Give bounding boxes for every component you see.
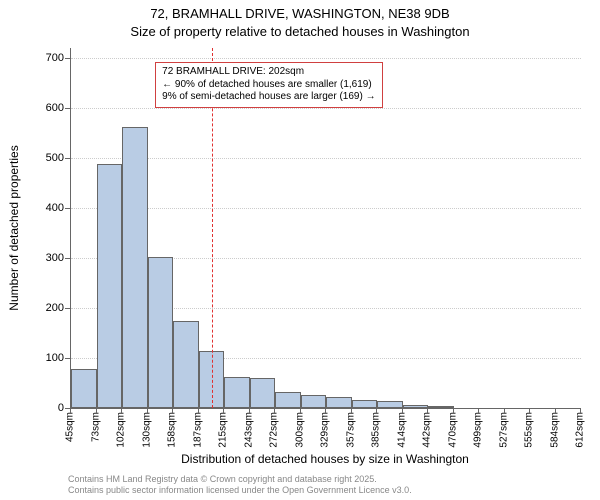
x-tick-label: 414sqm xyxy=(396,412,407,448)
y-tick-label: 100 xyxy=(14,352,64,364)
x-tick-mark xyxy=(478,408,479,413)
x-tick-label: 102sqm xyxy=(116,412,127,448)
gridline xyxy=(71,208,581,209)
x-tick-label: 73sqm xyxy=(90,412,101,442)
y-tick-mark xyxy=(65,308,70,309)
x-tick-label: 215sqm xyxy=(218,412,229,448)
plot-area: 72 BRAMHALL DRIVE: 202sqm← 90% of detach… xyxy=(70,48,581,409)
x-tick-mark xyxy=(198,408,199,413)
x-tick-label: 584sqm xyxy=(549,412,560,448)
x-tick-label: 187sqm xyxy=(192,412,203,448)
x-tick-label: 527sqm xyxy=(498,412,509,448)
y-tick-label: 600 xyxy=(14,102,64,114)
annotation-box: 72 BRAMHALL DRIVE: 202sqm← 90% of detach… xyxy=(155,62,382,108)
x-tick-mark xyxy=(121,408,122,413)
x-tick-label: 385sqm xyxy=(371,412,382,448)
x-tick-mark xyxy=(402,408,403,413)
chart-container: 72, BRAMHALL DRIVE, WASHINGTON, NE38 9DB… xyxy=(0,0,600,500)
x-tick-mark xyxy=(580,408,581,413)
x-tick-mark xyxy=(96,408,97,413)
y-tick-label: 0 xyxy=(14,402,64,414)
chart-footer: Contains HM Land Registry data © Crown c… xyxy=(68,474,412,497)
x-tick-mark xyxy=(453,408,454,413)
gridline xyxy=(71,58,581,59)
y-tick-mark xyxy=(65,158,70,159)
footer-line1: Contains HM Land Registry data © Crown c… xyxy=(68,474,412,485)
x-tick-label: 272sqm xyxy=(269,412,280,448)
histogram-bar xyxy=(148,257,174,408)
histogram-bar xyxy=(199,351,225,409)
footer-line2: Contains public sector information licen… xyxy=(68,485,412,496)
x-tick-mark xyxy=(504,408,505,413)
x-tick-mark xyxy=(172,408,173,413)
x-tick-label: 329sqm xyxy=(320,412,331,448)
x-tick-label: 612sqm xyxy=(575,412,586,448)
histogram-bar xyxy=(97,164,123,408)
x-tick-mark xyxy=(529,408,530,413)
x-tick-label: 130sqm xyxy=(141,412,152,448)
x-tick-label: 555sqm xyxy=(524,412,535,448)
x-tick-mark xyxy=(325,408,326,413)
histogram-bar xyxy=(122,127,148,409)
x-tick-label: 499sqm xyxy=(473,412,484,448)
x-tick-label: 158sqm xyxy=(167,412,178,448)
x-axis-label: Distribution of detached houses by size … xyxy=(70,452,580,466)
x-tick-mark xyxy=(427,408,428,413)
y-tick-label: 200 xyxy=(14,302,64,314)
histogram-bar xyxy=(428,406,454,409)
histogram-bar xyxy=(301,395,327,409)
histogram-bar xyxy=(326,397,352,408)
x-tick-label: 470sqm xyxy=(447,412,458,448)
y-tick-mark xyxy=(65,58,70,59)
gridline xyxy=(71,158,581,159)
annotation-line: ← 90% of detached houses are smaller (1,… xyxy=(162,79,375,92)
x-tick-mark xyxy=(274,408,275,413)
x-tick-label: 442sqm xyxy=(422,412,433,448)
x-tick-mark xyxy=(555,408,556,413)
x-tick-label: 357sqm xyxy=(345,412,356,448)
y-tick-label: 400 xyxy=(14,202,64,214)
y-tick-label: 300 xyxy=(14,252,64,264)
y-tick-label: 500 xyxy=(14,152,64,164)
y-tick-mark xyxy=(65,358,70,359)
annotation-line: 9% of semi-detached houses are larger (1… xyxy=(162,91,375,104)
x-tick-mark xyxy=(249,408,250,413)
histogram-bar xyxy=(352,400,378,409)
histogram-bar xyxy=(71,369,97,408)
y-tick-mark xyxy=(65,258,70,259)
histogram-bar xyxy=(224,377,250,409)
annotation-line: 72 BRAMHALL DRIVE: 202sqm xyxy=(162,66,375,79)
y-tick-label: 700 xyxy=(14,52,64,64)
histogram-bar xyxy=(275,392,301,409)
x-tick-mark xyxy=(147,408,148,413)
gridline xyxy=(71,108,581,109)
y-tick-mark xyxy=(65,208,70,209)
histogram-bar xyxy=(403,405,429,409)
histogram-bar xyxy=(250,378,276,408)
x-tick-mark xyxy=(223,408,224,413)
x-tick-label: 300sqm xyxy=(294,412,305,448)
x-tick-mark xyxy=(300,408,301,413)
histogram-bar xyxy=(173,321,199,409)
y-tick-mark xyxy=(65,108,70,109)
x-tick-mark xyxy=(376,408,377,413)
x-tick-mark xyxy=(351,408,352,413)
histogram-bar xyxy=(377,401,403,408)
chart-title-line2: Size of property relative to detached ho… xyxy=(0,24,600,39)
x-tick-label: 45sqm xyxy=(65,412,76,442)
chart-title-line1: 72, BRAMHALL DRIVE, WASHINGTON, NE38 9DB xyxy=(0,6,600,21)
x-tick-label: 243sqm xyxy=(243,412,254,448)
x-tick-mark xyxy=(70,408,71,413)
